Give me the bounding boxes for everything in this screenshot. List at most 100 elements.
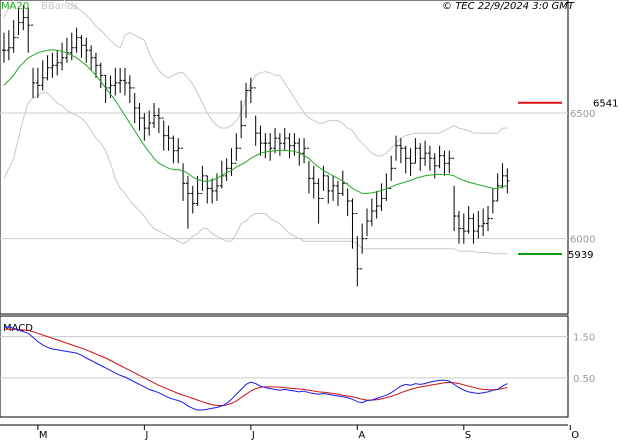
ohlc-bar	[84, 37, 89, 63]
ohlc-bar	[360, 223, 365, 270]
bbands-legend: BBands	[41, 1, 79, 12]
ohlc-bars	[2, 5, 510, 287]
ohlc-bar	[244, 82, 248, 127]
ohlc-bar	[74, 27, 79, 53]
ohlc-bar	[190, 185, 195, 214]
price-levels: 6541 5939	[518, 99, 618, 261]
x-tick-label: S	[465, 430, 471, 440]
ohlc-bar	[11, 20, 16, 53]
signal-line	[4, 328, 508, 406]
ohlc-bar	[466, 205, 471, 234]
ohlc-bar	[205, 175, 210, 204]
macd-panel-frame	[0, 315, 569, 418]
ohlc-bar	[234, 133, 239, 164]
ohlc-bar	[253, 87, 258, 146]
ohlc-bar	[481, 208, 486, 237]
macd-grid	[0, 336, 568, 379]
macd-y-tick-label: 1.50	[573, 333, 595, 344]
ohlc-bar	[273, 128, 278, 154]
ohlc-bar	[224, 158, 229, 181]
bollinger-upper-band	[3, 0, 508, 157]
ohlc-bar	[6, 30, 11, 61]
ohlc-bar	[161, 117, 166, 151]
price-panel-frame	[0, 0, 569, 315]
ohlc-bar	[495, 173, 500, 202]
macd-line	[3, 326, 508, 411]
support-level-label: 5939	[568, 250, 593, 261]
macd-y-axis: 0.50 1.50	[573, 333, 595, 385]
ohlc-bar	[21, 5, 26, 31]
ohlc-bar	[374, 190, 379, 219]
ohlc-bar	[219, 160, 224, 189]
ohlc-bar	[408, 148, 413, 176]
ohlc-bar	[195, 175, 200, 206]
ohlc-bar	[500, 163, 505, 189]
ohlc-bar	[50, 52, 55, 78]
ohlc-bar	[394, 135, 399, 169]
ohlc-bar	[152, 102, 157, 129]
ohlc-bar	[476, 211, 481, 239]
x-tick-label: A	[358, 430, 365, 440]
ohlc-bar	[277, 133, 282, 156]
price-y-tick-label: 6000	[570, 235, 595, 246]
ohlc-bar	[127, 75, 132, 103]
ohlc-bar	[302, 138, 307, 164]
ohlc-bar	[79, 35, 84, 58]
x-tick-label: J	[144, 430, 148, 440]
ohlc-bar	[132, 87, 137, 124]
ohlc-bar	[389, 155, 394, 189]
price-y-tick-label: 6500	[570, 109, 595, 120]
ohlc-bar	[229, 148, 234, 176]
ohlc-bar	[292, 133, 297, 156]
x-tick-label: J	[251, 430, 255, 440]
ohlc-bar	[45, 55, 50, 81]
ohlc-bar	[113, 67, 118, 96]
ohlc-bar	[456, 211, 461, 244]
ohlc-bar	[93, 52, 98, 78]
chart-header: MA20 BBands © TEC 22/9/2024 3:0 GMT	[1, 1, 575, 12]
ohlc-bar	[447, 150, 452, 174]
ohlc-bar	[16, 7, 21, 39]
ohlc-bar	[369, 198, 374, 227]
ohlc-bar	[379, 183, 384, 212]
ohlc-bar	[181, 147, 186, 201]
ohlc-bar	[118, 67, 123, 93]
x-tick-label: O	[571, 430, 579, 440]
x-tick-label: M	[39, 430, 48, 440]
ohlc-bar	[239, 100, 244, 149]
ohlc-bar	[335, 180, 340, 206]
ohlc-bar	[200, 165, 205, 194]
ohlc-bar	[60, 42, 65, 71]
ohlc-bar	[490, 188, 495, 220]
ohlc-bar	[403, 145, 408, 174]
ohlc-bar	[350, 198, 355, 249]
ohlc-bar	[64, 37, 69, 63]
ohlc-bar	[156, 108, 161, 134]
macd-title: MACD	[3, 323, 33, 334]
macd-lines	[3, 326, 508, 411]
bollinger-lower-band	[3, 92, 508, 255]
ohlc-bar	[345, 182, 350, 217]
ohlc-bar	[326, 175, 331, 204]
source-timestamp: © TEC 22/9/2024 3:0 GMT	[442, 1, 575, 12]
ohlc-bar	[442, 150, 447, 176]
ohlc-bar	[142, 113, 147, 141]
ohlc-bar	[340, 170, 345, 196]
resistance-level-label: 6541	[593, 99, 618, 110]
ohlc-bar	[263, 133, 268, 159]
macd-y-tick-label: 0.50	[573, 374, 595, 385]
ohlc-bar	[306, 147, 311, 194]
ohlc-bar	[176, 138, 181, 164]
ohlc-bar	[423, 140, 428, 166]
ohlc-bar	[268, 133, 273, 161]
ohlc-bar	[486, 205, 490, 232]
macd-panel: MACD 0.50 1.50	[0, 315, 595, 418]
ohlc-bar	[210, 178, 215, 204]
ohlc-bar	[31, 24, 36, 98]
ohlc-bar	[55, 50, 60, 76]
ohlc-bar	[331, 175, 336, 201]
ohlc-bar	[461, 213, 466, 244]
ohlc-bar	[185, 175, 190, 229]
